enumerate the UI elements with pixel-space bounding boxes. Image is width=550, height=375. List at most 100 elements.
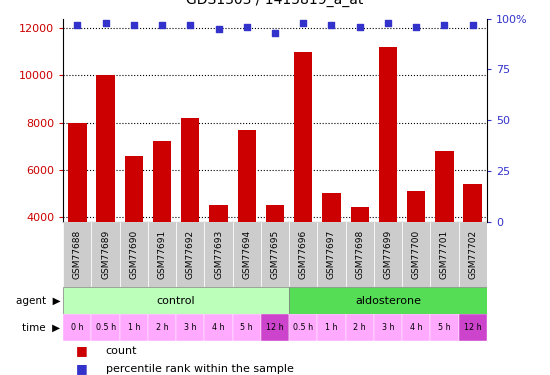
Point bbox=[327, 22, 336, 28]
Text: 3 h: 3 h bbox=[184, 323, 196, 332]
Point bbox=[129, 22, 138, 28]
Bar bbox=[120, 222, 148, 287]
Bar bbox=[63, 314, 91, 341]
Bar bbox=[317, 222, 345, 287]
Text: GSM77691: GSM77691 bbox=[157, 230, 167, 279]
Bar bbox=[289, 222, 317, 287]
Bar bbox=[261, 314, 289, 341]
Bar bbox=[125, 156, 143, 311]
Text: 4 h: 4 h bbox=[410, 323, 422, 332]
Text: GSM77688: GSM77688 bbox=[73, 230, 82, 279]
Bar bbox=[430, 222, 459, 287]
Bar bbox=[205, 222, 233, 287]
Bar bbox=[430, 314, 459, 341]
Point bbox=[468, 22, 477, 28]
Text: 1 h: 1 h bbox=[128, 323, 140, 332]
Bar bbox=[233, 222, 261, 287]
Bar bbox=[233, 314, 261, 341]
Text: agent  ▶: agent ▶ bbox=[16, 296, 61, 306]
Bar bbox=[345, 222, 374, 287]
Text: 0.5 h: 0.5 h bbox=[96, 323, 115, 332]
Bar bbox=[289, 314, 317, 341]
Text: 0.5 h: 0.5 h bbox=[293, 323, 314, 332]
Bar bbox=[205, 314, 233, 341]
Bar bbox=[435, 151, 454, 311]
Text: percentile rank within the sample: percentile rank within the sample bbox=[106, 364, 294, 374]
Text: count: count bbox=[106, 346, 137, 356]
Text: time  ▶: time ▶ bbox=[23, 323, 60, 333]
Bar bbox=[402, 314, 430, 341]
Text: GSM77690: GSM77690 bbox=[129, 230, 139, 279]
Bar bbox=[322, 194, 340, 311]
Bar bbox=[459, 222, 487, 287]
Bar bbox=[374, 314, 402, 341]
Text: 3 h: 3 h bbox=[382, 323, 394, 332]
Bar bbox=[266, 205, 284, 311]
Text: 5 h: 5 h bbox=[240, 323, 253, 332]
Bar bbox=[261, 222, 289, 287]
Point bbox=[158, 22, 167, 28]
Bar bbox=[464, 184, 482, 311]
Bar bbox=[176, 222, 205, 287]
Text: GSM77693: GSM77693 bbox=[214, 230, 223, 279]
Bar bbox=[350, 207, 369, 311]
Text: GSM77695: GSM77695 bbox=[271, 230, 279, 279]
Point bbox=[355, 24, 364, 30]
Bar bbox=[238, 130, 256, 311]
Text: 4 h: 4 h bbox=[212, 323, 225, 332]
Point bbox=[214, 26, 223, 32]
Text: 5 h: 5 h bbox=[438, 323, 450, 332]
Text: 0 h: 0 h bbox=[71, 323, 84, 332]
Bar bbox=[148, 314, 176, 341]
Text: ■: ■ bbox=[76, 362, 87, 375]
Bar bbox=[294, 52, 312, 311]
Text: GSM77702: GSM77702 bbox=[468, 230, 477, 279]
Point bbox=[73, 22, 82, 28]
Text: ■: ■ bbox=[76, 344, 87, 357]
Text: 12 h: 12 h bbox=[464, 323, 481, 332]
Bar bbox=[91, 222, 120, 287]
Text: GSM77696: GSM77696 bbox=[299, 230, 308, 279]
Text: GSM77689: GSM77689 bbox=[101, 230, 110, 279]
Text: GSM77692: GSM77692 bbox=[186, 230, 195, 279]
Text: 12 h: 12 h bbox=[266, 323, 284, 332]
Bar bbox=[63, 287, 289, 314]
Bar bbox=[210, 205, 228, 311]
Point bbox=[412, 24, 421, 30]
Point bbox=[271, 30, 279, 36]
Bar bbox=[176, 314, 205, 341]
Point bbox=[383, 20, 392, 26]
Bar bbox=[402, 222, 430, 287]
Point bbox=[186, 22, 195, 28]
Bar bbox=[148, 222, 176, 287]
Bar bbox=[68, 123, 86, 311]
Bar bbox=[407, 191, 425, 311]
Point bbox=[101, 20, 110, 26]
Text: GSM77698: GSM77698 bbox=[355, 230, 364, 279]
Text: 2 h: 2 h bbox=[354, 323, 366, 332]
Text: GSM77700: GSM77700 bbox=[411, 230, 421, 279]
Bar bbox=[317, 314, 345, 341]
Point bbox=[299, 20, 307, 26]
Text: 2 h: 2 h bbox=[156, 323, 168, 332]
Bar bbox=[96, 75, 115, 311]
Point bbox=[440, 22, 449, 28]
Point bbox=[243, 24, 251, 30]
Bar bbox=[289, 287, 487, 314]
Text: GSM77701: GSM77701 bbox=[440, 230, 449, 279]
Bar bbox=[345, 314, 374, 341]
Text: GSM77697: GSM77697 bbox=[327, 230, 336, 279]
Text: 1 h: 1 h bbox=[325, 323, 338, 332]
Bar bbox=[459, 314, 487, 341]
Text: aldosterone: aldosterone bbox=[355, 296, 421, 306]
Bar bbox=[374, 222, 402, 287]
Text: GSM77694: GSM77694 bbox=[242, 230, 251, 279]
Bar bbox=[63, 222, 91, 287]
Text: GDS1303 / 1415819_a_at: GDS1303 / 1415819_a_at bbox=[186, 0, 364, 8]
Bar bbox=[181, 118, 200, 311]
Bar bbox=[153, 141, 171, 311]
Bar bbox=[379, 47, 397, 311]
Text: control: control bbox=[157, 296, 195, 306]
Bar bbox=[91, 314, 120, 341]
Text: GSM77699: GSM77699 bbox=[383, 230, 393, 279]
